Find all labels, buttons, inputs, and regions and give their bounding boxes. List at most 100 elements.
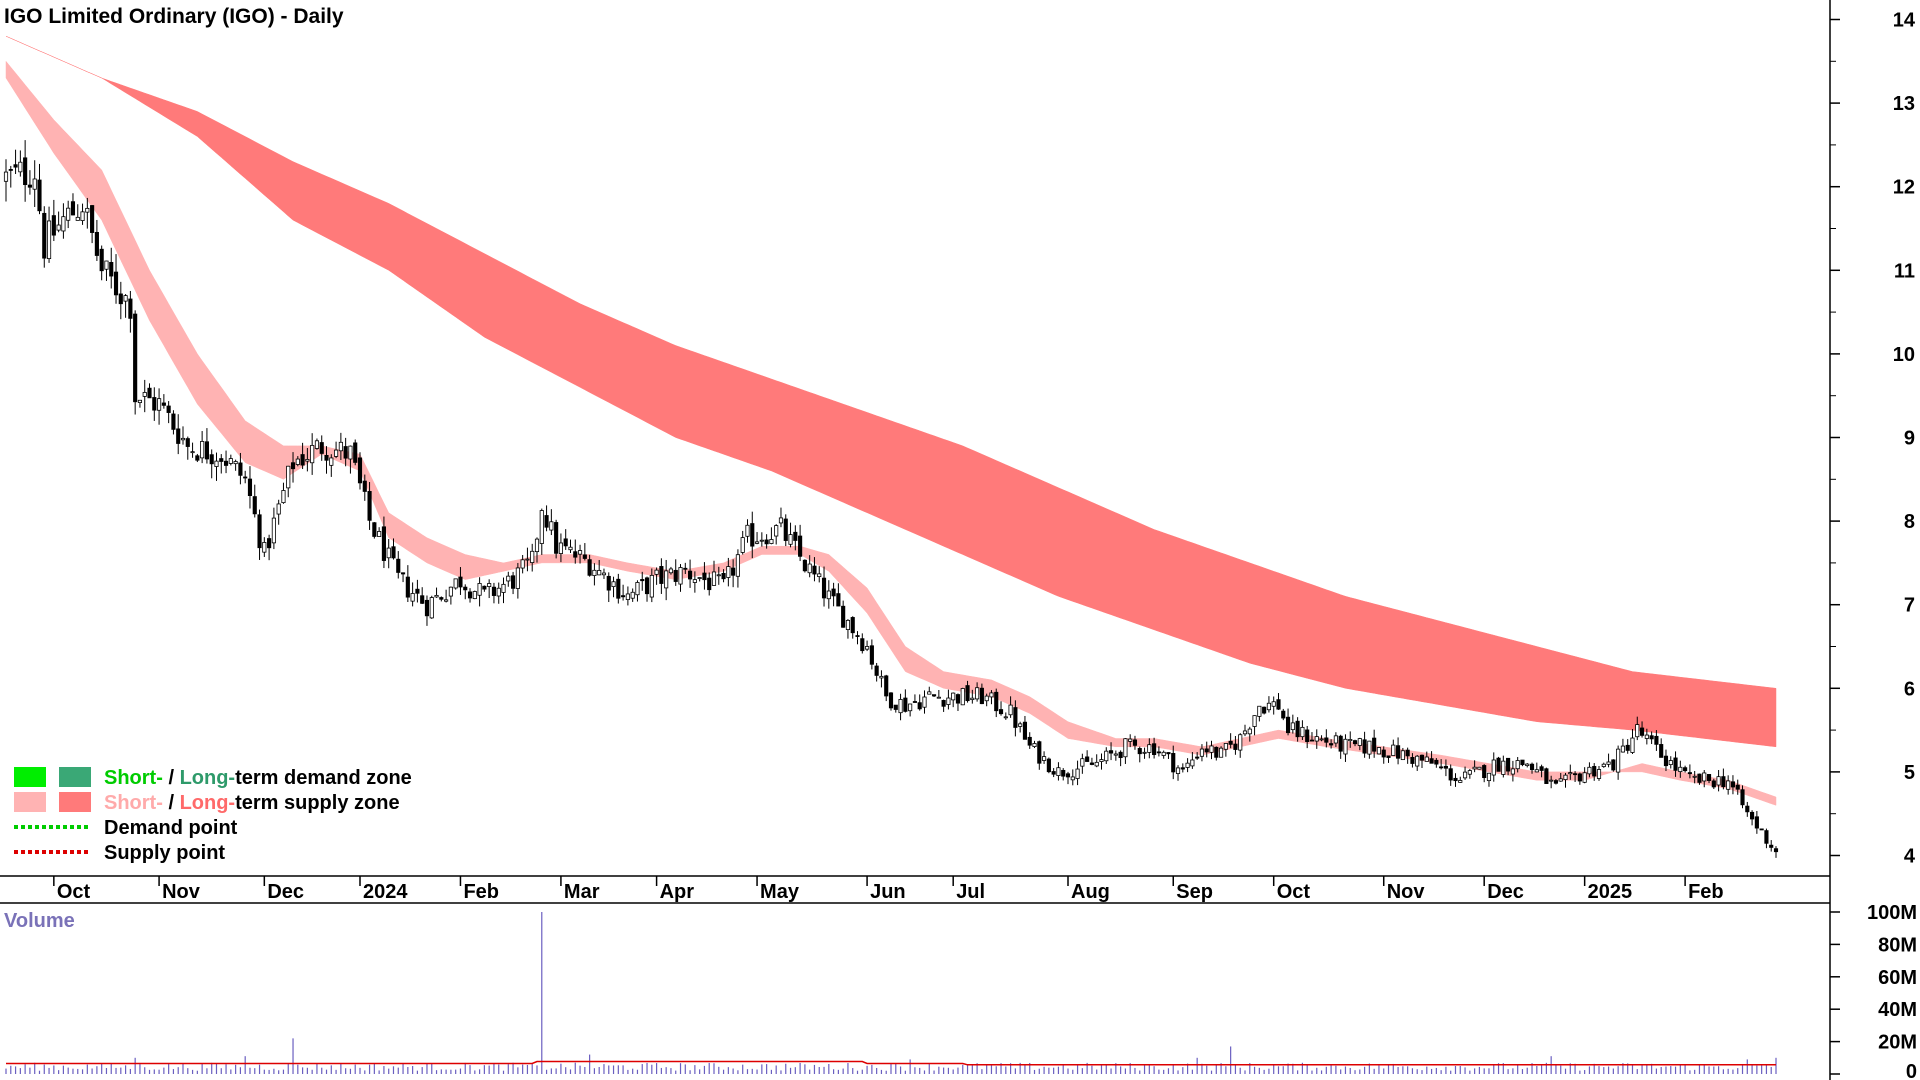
candle-body: [1281, 710, 1286, 719]
candle-body: [989, 692, 994, 698]
candle: [1309, 732, 1315, 742]
volume-tick-label: 40M: [1878, 999, 1917, 1021]
candle-body: [1037, 741, 1042, 764]
candle: [190, 442, 195, 458]
candle-body: [1190, 759, 1195, 767]
candle: [1587, 762, 1592, 778]
candle: [898, 693, 903, 721]
candle-body: [1616, 748, 1621, 773]
candle: [1577, 772, 1582, 785]
candle-body: [941, 700, 946, 707]
candle: [1022, 715, 1028, 740]
candle: [1525, 763, 1530, 768]
candle: [1013, 700, 1018, 737]
candle: [625, 586, 630, 606]
candle: [1558, 772, 1563, 782]
volume-tick-label: 0: [1906, 1061, 1917, 1080]
date-tick-label: Dec: [267, 881, 304, 903]
candle: [8, 165, 13, 188]
candle: [530, 543, 535, 572]
candle: [1482, 764, 1487, 783]
candle: [1209, 740, 1214, 760]
short-supply-swatch: [14, 792, 46, 812]
candle-body: [821, 577, 827, 599]
candle-body: [8, 169, 13, 171]
candle: [343, 437, 348, 467]
candle-body: [190, 451, 195, 454]
candle: [793, 525, 798, 551]
candle: [745, 519, 750, 543]
candle: [238, 452, 243, 485]
candle-body: [697, 577, 702, 579]
candle-body: [922, 696, 927, 708]
candle-body: [1596, 769, 1602, 779]
candle: [568, 539, 573, 554]
candle-body: [1175, 767, 1181, 774]
candle: [515, 562, 520, 599]
candle-body: [506, 575, 511, 582]
candle-body: [946, 697, 951, 705]
candle: [539, 508, 544, 555]
candle-body: [161, 402, 166, 406]
candle-body: [1104, 750, 1109, 762]
candle: [1080, 753, 1085, 774]
candle-body: [357, 457, 363, 484]
date-tick-label: Oct: [57, 881, 91, 903]
candle: [228, 454, 233, 466]
candle: [61, 203, 66, 239]
legend-demand-point: Demand point: [104, 817, 238, 839]
candle: [1472, 760, 1477, 773]
candle: [1678, 760, 1683, 778]
candle: [1137, 746, 1142, 763]
candle-body: [238, 462, 243, 476]
candle: [56, 211, 61, 233]
candle: [1434, 758, 1439, 768]
candle: [329, 454, 334, 477]
candle-body: [152, 397, 157, 411]
candle-body: [42, 212, 47, 259]
candle: [444, 589, 449, 603]
date-tick-label: Nov: [1387, 881, 1426, 903]
candle: [1568, 764, 1573, 780]
candle: [1175, 765, 1181, 781]
candle: [1266, 696, 1271, 713]
candle-body: [1462, 771, 1468, 779]
candle: [601, 568, 607, 579]
candle: [1276, 693, 1281, 710]
candle-body: [539, 510, 544, 544]
candle-body: [592, 569, 597, 576]
candle: [1458, 776, 1463, 783]
candle-body: [46, 220, 52, 260]
candle-body: [774, 525, 779, 537]
candle-body: [1506, 757, 1511, 772]
candle: [1061, 768, 1066, 781]
candle-body: [1773, 848, 1779, 853]
candle-body: [1285, 716, 1291, 734]
candle: [429, 595, 434, 619]
candle-body: [812, 565, 817, 575]
candle-body: [520, 559, 525, 569]
candle-body: [793, 531, 798, 541]
candle-body: [1750, 811, 1755, 820]
candle: [616, 573, 621, 604]
candle: [1692, 770, 1697, 784]
candle: [1439, 759, 1444, 770]
volume-panel-label: Volume: [4, 910, 75, 932]
candle: [1128, 734, 1133, 748]
candle-body: [735, 554, 740, 577]
candle-body: [176, 428, 181, 444]
candle: [386, 539, 391, 569]
candle-body: [334, 449, 339, 457]
candle: [683, 562, 688, 574]
candle-body: [549, 521, 554, 531]
candle-body: [386, 547, 391, 559]
candle-body: [554, 522, 559, 554]
chart-title: IGO Limited Ordinary (IGO) - Daily: [4, 5, 344, 28]
candle: [798, 524, 803, 562]
candle-body: [1295, 720, 1300, 738]
candle-body: [673, 569, 678, 582]
candle: [113, 254, 119, 304]
price-tick-label: 8: [1904, 511, 1915, 533]
candle-body: [711, 571, 717, 586]
